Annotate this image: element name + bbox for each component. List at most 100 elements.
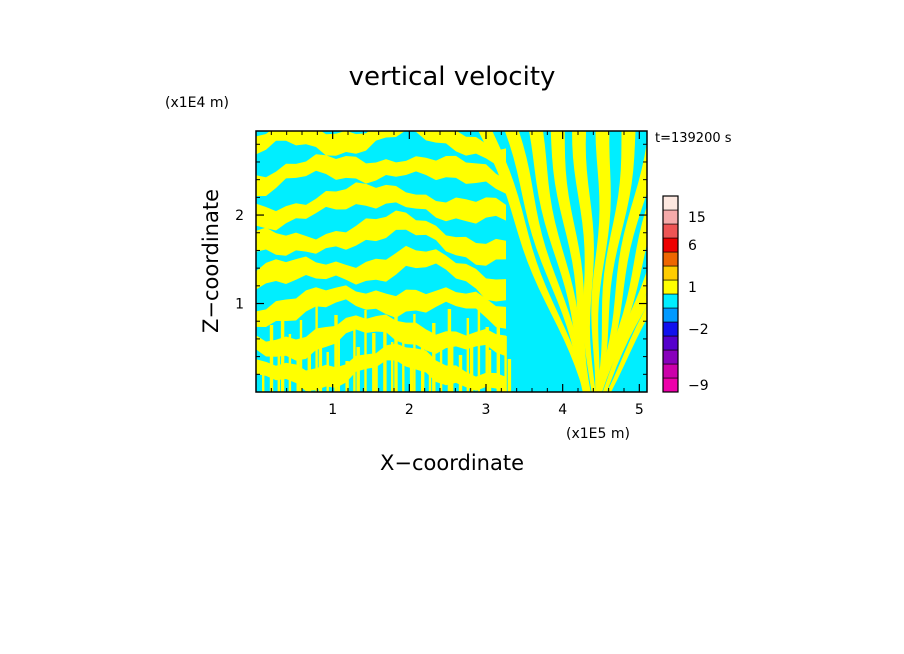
positive-streak (356, 347, 360, 392)
colorbar-segment (662, 223, 679, 239)
positive-streak (288, 334, 292, 392)
positive-streak (458, 355, 463, 392)
positive-band (256, 343, 506, 392)
x-axis: 1 2 3 4 5 (270, 131, 644, 418)
positive-streak (269, 325, 274, 392)
x-multiplier: (x1E5 m) (566, 426, 630, 442)
positive-streak (488, 350, 492, 392)
colorbar-segment (662, 251, 679, 267)
colorbar-segment (662, 293, 679, 309)
plot-area (255, 130, 648, 393)
positive-streak (485, 327, 489, 392)
y-tick-label: 1 (235, 297, 244, 313)
positive-band (256, 182, 506, 231)
positive-streak (451, 332, 454, 392)
positive-streak (262, 362, 265, 392)
positive-streak (439, 346, 443, 392)
positive-diagonal-band (504, 131, 587, 392)
y-multiplier: (x1E4 m) (165, 95, 229, 111)
positive-streak (477, 304, 481, 392)
positive-streak (394, 305, 398, 392)
time-label: t=139200 s (655, 131, 732, 146)
positive-streak (318, 329, 323, 392)
positive-streak (307, 343, 311, 392)
chart-title: vertical velocity (349, 62, 556, 92)
colorbar-label: 1 (688, 280, 697, 296)
positive-streak (375, 356, 378, 392)
positive-streak (409, 351, 414, 392)
colorbar: 15 6 1 −2 −9 (662, 195, 709, 394)
positive-streak (466, 318, 469, 392)
y-axis-label: Z−coordinate (199, 189, 223, 333)
positive-streak (345, 361, 349, 392)
x-tick-label: 5 (635, 402, 644, 418)
colorbar-segment (662, 363, 679, 379)
x-tick-label: 4 (558, 402, 567, 418)
positive-streak (372, 333, 376, 392)
x-tick-label: 2 (405, 402, 414, 418)
positive-streak (432, 323, 436, 392)
colorbar-frame (662, 195, 679, 393)
positive-streak (402, 328, 405, 392)
colorbar-segment (662, 349, 679, 365)
colorbar-segment (662, 321, 679, 337)
colorbar-segment (662, 237, 679, 253)
positive-streak (280, 311, 285, 392)
colorbar-segment (662, 377, 679, 393)
positive-diagonal-band (478, 131, 588, 392)
colorbar-segment (662, 335, 679, 351)
colorbar-segment (662, 265, 679, 281)
positive-diagonal-band (595, 140, 647, 392)
positive-band (256, 131, 506, 165)
positive-streak (421, 337, 425, 392)
positive-diagonal-band (607, 305, 647, 392)
positive-diagonal-band (591, 131, 611, 392)
positive-streak (364, 310, 367, 392)
positive-streak (469, 341, 474, 392)
colorbar-segment (662, 307, 679, 323)
colorbar-segment (662, 209, 679, 225)
positive-diagonal-band (596, 131, 636, 392)
positive-band (256, 314, 506, 361)
colorbar-label: −2 (688, 322, 709, 338)
positive-diagonal-band (572, 131, 596, 392)
x-axis-label: X−coordinate (380, 451, 524, 475)
positive-streak (383, 319, 387, 392)
y-axis: 12 (235, 143, 647, 375)
positive-diagonal-band (595, 205, 647, 392)
y-tick-label: 2 (235, 208, 244, 224)
x-tick-label: 3 (482, 402, 491, 418)
positive-band (256, 285, 506, 329)
colorbar-label: −9 (688, 378, 709, 394)
x-tick-label: 1 (328, 402, 337, 418)
colorbar-label: 6 (688, 238, 697, 254)
colorbar-segment (662, 195, 679, 211)
positive-streak (496, 313, 500, 392)
positive-streak (507, 359, 512, 392)
positive-streak (299, 320, 303, 392)
positive-streak (277, 348, 280, 392)
positive-diagonal-band (550, 131, 591, 392)
positive-band (256, 154, 506, 197)
positive-streak (353, 324, 356, 392)
positive-streak (428, 360, 432, 392)
positive-streak (413, 314, 416, 392)
positive-streak (447, 309, 452, 392)
positive-field-bands (256, 131, 647, 392)
positive-streak (315, 306, 318, 392)
positive-streak (337, 338, 340, 392)
positive-band (256, 210, 506, 266)
positive-diagonal-band (529, 131, 588, 392)
positive-streak (504, 336, 507, 392)
positive-streak (334, 315, 338, 392)
positive-streak (391, 342, 394, 392)
colorbar-label: 15 (688, 210, 706, 226)
positive-diagonal-band (598, 270, 647, 392)
positive-diagonal-band (602, 292, 647, 392)
positive-streak (296, 357, 300, 392)
colorbar-segment (662, 279, 679, 295)
positive-band (256, 245, 506, 302)
positive-streak (326, 352, 329, 392)
plot-frame (255, 130, 648, 393)
